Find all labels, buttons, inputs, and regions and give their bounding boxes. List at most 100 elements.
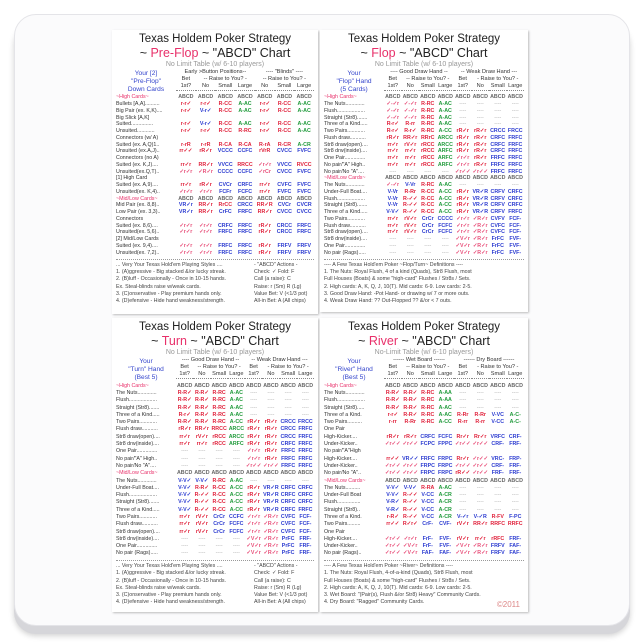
footer-notes: ---- A Few Texas Hold'em Poker ~Flop/Tur…: [324, 262, 524, 305]
footer-line: 3. Good Draw Hand: -Pot Hand- or drawing…: [324, 290, 470, 297]
action-cell: FVFC: [297, 168, 312, 175]
row-cells: VR✓r RR✓r RrCC CRCC RR✓R CVCr CVCR: [176, 202, 314, 208]
action-cell: FRFC: [508, 209, 523, 216]
header-cell: No: [401, 83, 419, 91]
row-label: Flush draw...........: [116, 426, 158, 433]
action-cell: ✓r✓✓: [385, 462, 401, 469]
action-cell: FCF-: [509, 229, 522, 236]
action-cell: CVCr: [218, 182, 232, 189]
action-cell: rR✓r: [258, 222, 271, 229]
action-cell: RRCC: [237, 161, 253, 168]
action-cell: R-R✓: [177, 389, 192, 396]
action-cell: FRFC: [508, 148, 523, 155]
row-label: Unsuited(ex. 5,6)..: [116, 229, 160, 236]
action-cell: ----: [459, 107, 467, 114]
action-cell: rR✓r: [404, 433, 417, 440]
action-cell: ✓r✓✓: [385, 441, 401, 448]
table-row: High-Kicker.... rr✓✓ VR✓✓ FRFC FRPC Rr✓r ✓r✓✓ V…: [324, 455, 524, 462]
header-cell: 1st?: [176, 371, 194, 379]
chart-footer: ... Very Your Texas Hold'em Playing Styl…: [116, 259, 314, 305]
table-row: No pair/No "A".... ---- ---- ---- ---- ✓r✓✓ ✓r…: [324, 168, 524, 175]
row-label: No pair/No "A"..: [324, 470, 362, 477]
table-row: Straight (Str8)....... ✓-✓r ✓-✓r R-RC A-AC --…: [324, 114, 524, 121]
action-cell: rRCC: [420, 148, 435, 155]
action-cell: FRF-: [509, 441, 522, 448]
action-cell: ✓V✓r: [455, 550, 470, 557]
table-row: Two Pairs......... rr✓✓ R✓r✓ CrF- CVF-rV✓r RR…: [324, 521, 524, 528]
action-cell: CVCC: [276, 148, 292, 155]
action-cell: ----: [459, 492, 467, 499]
header-cell: Small: [274, 83, 295, 91]
table-row: Under-Full Boat V-V✓ R-✓✓ V-CC A-CR ---- ---- -…: [324, 491, 524, 498]
action-cell: ----: [511, 101, 519, 108]
action-cell: V-V✓: [178, 477, 192, 484]
action-cell: rR✓r: [247, 499, 260, 506]
row-cells: ✓-✓r V-Vr R-RC A-AC ---- ---- ---- ----: [384, 182, 524, 188]
action-cell: VR✓R: [472, 209, 489, 216]
action-cell: ARFC: [229, 441, 244, 448]
action-cell: V-V✓: [195, 477, 209, 484]
row-label: Flush................: [324, 499, 361, 506]
action-cell: A-AC: [229, 411, 243, 418]
action-cell: rr✓r: [259, 188, 271, 195]
action-cell: ----: [511, 397, 519, 404]
action-cell: rRCC: [212, 433, 226, 440]
action-cell: ✓r✓r: [199, 229, 213, 236]
action-cell: CRCC: [280, 433, 296, 440]
row-label: One Pair..............: [324, 155, 366, 162]
action-cell: FVF-: [439, 543, 452, 550]
header-cell: Small: [215, 83, 236, 91]
header-cell: No: [262, 371, 280, 379]
table-row: Unsuited(ex.Q,T).. ✓r✓r ✓R✓r CCCC CCFC ✓rCr CV…: [116, 168, 314, 175]
action-cell: ABCD: [280, 470, 296, 477]
table-row: Str8 draw(open).... rr✓r rV✓r CrCr FCFC ✓r✓r ✓…: [324, 229, 524, 236]
action-cell: ABCD: [176, 382, 193, 389]
action-cell: R-rA: [258, 141, 271, 148]
action-cell: ✓r✓r: [456, 161, 470, 168]
row-cells: ---- ---- ---- ---- ✓r✓✓ ✓r✓✓ FRFC FRFC: [384, 169, 524, 175]
action-cell: ABCD: [211, 382, 227, 389]
action-cell: r-r✓: [200, 128, 211, 135]
stage-name: Turn: [161, 334, 187, 348]
action-cell: FCF-: [299, 513, 312, 520]
group-header-row: ~High Cards~ ABCD ABCD ABCD ABCD ABCD ABCD ABCD…: [324, 382, 524, 389]
action-cell: ----: [215, 543, 223, 550]
action-cell: rR✓r: [456, 195, 469, 202]
action-cell: CVFC: [280, 513, 296, 520]
action-cell: R-CC: [212, 506, 226, 513]
action-cell: ABCD: [402, 382, 418, 389]
action-cell: ----: [250, 389, 258, 396]
table-row: Flush................... V-V✓ R-✓✓ R-CC A-CC…: [116, 491, 314, 498]
action-cell: ABCD: [297, 470, 314, 477]
action-cell: ✓R✓r: [263, 550, 279, 557]
row-label: The Nuts..........: [324, 484, 361, 491]
row-label: Flush...................: [324, 195, 365, 202]
action-cell: CVCC: [276, 209, 292, 216]
row-label: Suited...............: [116, 121, 154, 128]
action-cell: ----: [494, 114, 502, 121]
action-cell: R-✓✓: [194, 506, 210, 513]
table-row: Str8 draw(open).... rr✓r rV✓r rRCC ARCC rR✓r r…: [324, 141, 524, 148]
action-cell: ABCD: [472, 382, 488, 389]
action-cell: A-AC: [438, 121, 452, 128]
action-cell: R-rr: [405, 121, 416, 128]
action-cell: RR✓r: [198, 209, 213, 216]
table-row: Straight (Str8).. V-R✓ R-✓✓ V-CC A-CR ---- ---…: [324, 506, 524, 513]
title-prefix: ~: [360, 46, 372, 60]
row-label: Two Pairs............: [324, 215, 365, 222]
action-cell: ✓V✓r: [455, 249, 470, 256]
row-cells: rr✓r RR✓r VVCC RRCC ✓r✓r VVCC RVCC: [176, 162, 314, 168]
row-label: The Nuts.............: [116, 477, 157, 484]
row-label: Two Pairs............: [116, 513, 157, 520]
action-cell: rr✓r: [179, 441, 190, 448]
action-cell: FRFC: [297, 229, 312, 236]
row-label: Str8 drw(inside)....: [324, 148, 367, 155]
row-cells: ✓r✓✓ ✓V✓r FAF- FAF- ✓V✓r ✓R✓r FRFV FAF-: [384, 550, 524, 556]
row-label: Connectors (w/ A): [116, 134, 159, 141]
action-cell: ✓r✓r: [179, 229, 193, 236]
hand-label-line: Down Cards: [127, 86, 165, 93]
action-cell: ABCD: [194, 382, 210, 389]
action-cell: rr✓r: [180, 182, 192, 189]
action-cell: CRCC: [276, 229, 293, 236]
hand-label-line: (Best 5): [342, 374, 366, 381]
